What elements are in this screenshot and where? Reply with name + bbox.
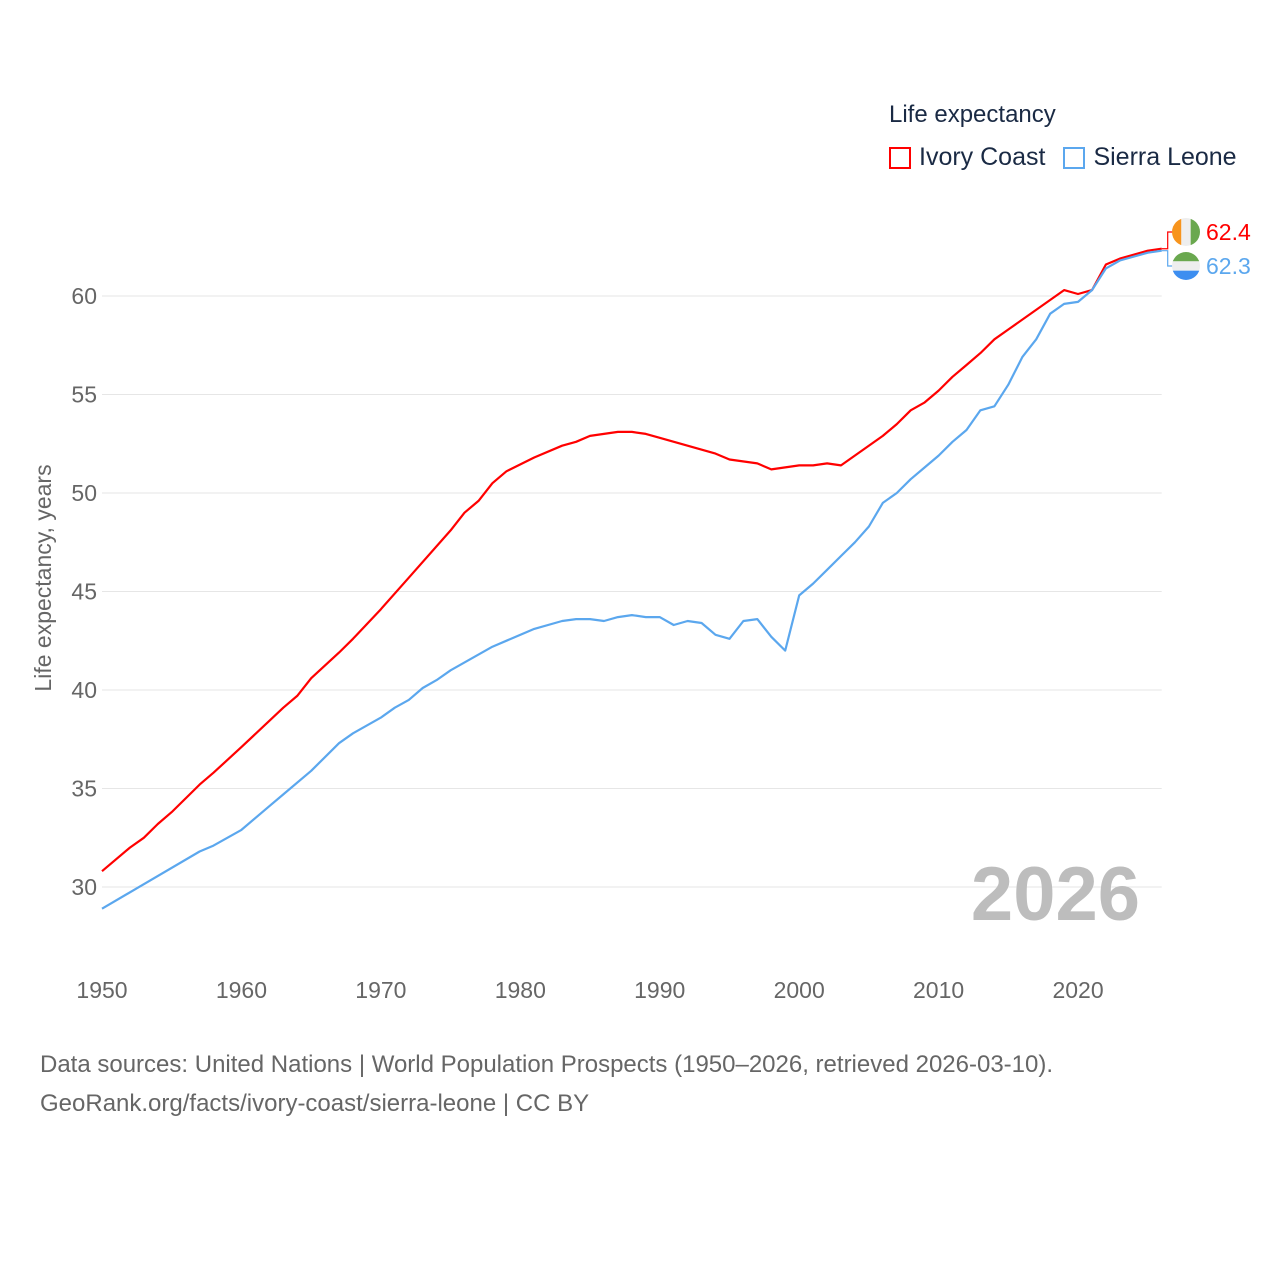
y-axis-ticks: 30 35 40 45 50 55 60 [71,283,97,900]
x-axis-ticks: 1950 1960 1970 1980 1990 2000 2010 2020 [76,977,1103,1003]
ivory-coast-flag-icon [1172,218,1200,246]
legend-item-sierra-leone[interactable]: Sierra Leone [1063,143,1237,172]
legend-item-ivory-coast[interactable]: Ivory Coast [889,143,1045,172]
series-lines [101,247,1162,910]
legend-swatch [1063,146,1086,169]
source-link[interactable]: GeoRank.org/facts/ivory-coast/sierra-leo… [40,1090,590,1117]
flag-stripe [1190,218,1200,246]
flag-stripe [1172,252,1200,262]
legend-swatch [889,146,911,169]
x-tick-label: 2010 [913,977,964,1003]
x-tick-label: 1970 [355,977,406,1003]
y-tick-label: 35 [71,776,97,802]
legend-title: Life expectancy [889,101,1056,128]
x-tick-label: 1980 [495,977,546,1003]
source-note: Data sources: United Nations | World Pop… [40,1045,1053,1123]
flag-stripe [1172,218,1182,246]
legend-label: Ivory Coast [919,143,1046,171]
x-tick-label: 2020 [1052,977,1103,1003]
y-tick-label: 60 [71,283,97,309]
x-tick-label: 1950 [76,977,127,1003]
x-tick-label: 1990 [634,977,685,1003]
source-line: Data sources: United Nations | World Pop… [40,1051,1054,1078]
y-tick-label: 55 [71,382,97,408]
y-tick-label: 50 [71,480,97,506]
y-axis-label: Life expectancy, years [30,464,56,691]
y-tick-label: 45 [71,579,97,605]
sierra-leone-flag-icon [1172,252,1200,280]
end-labels: 62.4 62.3 [1161,218,1251,280]
x-tick-label: 2000 [774,977,825,1003]
flag-stripe [1181,218,1191,246]
series-line-sierra-leone [101,249,1162,910]
flag-stripe [1172,261,1200,271]
year-watermark: 2026 [971,852,1140,937]
end-connector [1161,250,1174,267]
y-tick-label: 30 [71,874,97,900]
legend-label: Sierra Leone [1093,143,1237,171]
end-value-label: 62.3 [1206,253,1251,279]
end-connector [1161,231,1174,250]
gridlines [102,295,1162,888]
legend: Ivory Coast Sierra Leone [889,143,1237,172]
x-tick-label: 1960 [216,977,267,1003]
series-line-ivory-coast [101,247,1162,873]
flag-stripe [1172,270,1200,280]
end-value-label: 62.4 [1206,219,1251,245]
y-tick-label: 40 [71,677,97,703]
